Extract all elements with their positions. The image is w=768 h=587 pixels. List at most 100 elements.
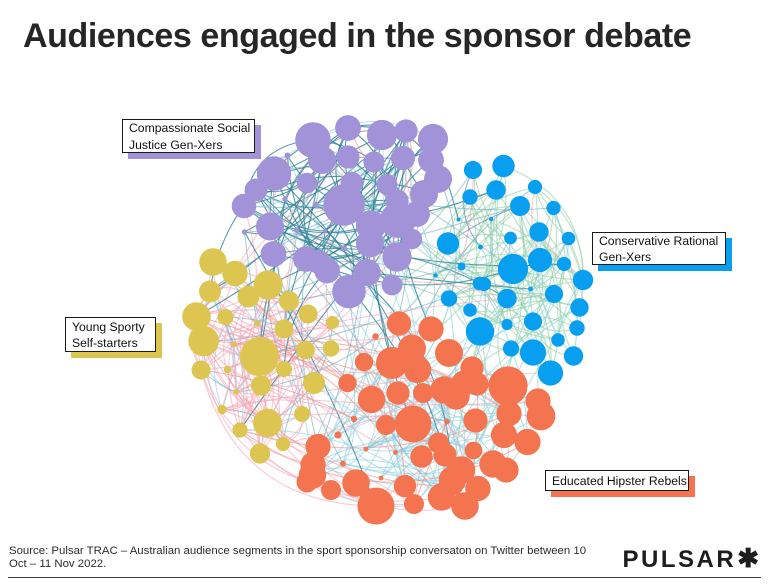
graph-node — [528, 286, 533, 292]
graph-node — [260, 241, 287, 267]
graph-node — [325, 315, 340, 330]
graph-node — [488, 366, 528, 406]
graph-edge — [458, 218, 532, 290]
graph-node — [256, 212, 284, 241]
graph-node — [222, 260, 248, 287]
graph-node — [572, 269, 594, 291]
graph-node — [294, 406, 310, 422]
cluster-label-line: Compassionate Social — [129, 121, 251, 135]
graph-node — [496, 400, 522, 427]
source-note: Source: Pulsar TRAC – Australian audienc… — [9, 545, 609, 571]
graph-nodes — [182, 115, 594, 525]
graph-node — [478, 244, 483, 250]
graph-node — [424, 165, 452, 193]
graph-node — [401, 228, 423, 250]
graph-node — [335, 115, 361, 141]
graph-node — [404, 494, 424, 514]
graph-node — [463, 160, 483, 180]
graph-node — [456, 217, 461, 222]
graph-edge — [296, 229, 565, 267]
graph-node — [350, 415, 358, 423]
graph-node — [393, 474, 417, 498]
graph-node — [253, 270, 283, 300]
graph-node — [510, 196, 530, 216]
graph-edge — [225, 316, 396, 453]
graph-node — [427, 483, 456, 511]
graph-node — [231, 341, 237, 348]
graph-node — [464, 441, 483, 460]
graph-node — [501, 318, 513, 331]
pulsar-logo-asterisk-icon: ✱ — [737, 543, 759, 573]
graph-node — [312, 201, 319, 208]
cluster-label-line: Conservative Rational — [599, 233, 719, 248]
graph-node — [523, 312, 543, 331]
graph-node — [394, 119, 418, 143]
graph-node — [563, 346, 584, 366]
graph-node — [275, 436, 291, 452]
graph-node — [417, 123, 449, 155]
cluster-label-line: Young Sporty — [72, 319, 145, 334]
graph-edge — [365, 421, 448, 452]
graph-edge — [317, 259, 541, 447]
graph-node — [251, 375, 271, 396]
graph-node — [296, 471, 318, 493]
graph-node — [376, 174, 398, 195]
cluster-label-line: Self-starters — [72, 336, 138, 350]
graph-node — [188, 325, 219, 357]
graph-node — [556, 256, 572, 272]
graph-node — [298, 304, 318, 324]
graph-edge — [469, 205, 521, 311]
graph-node — [231, 193, 257, 219]
graph-node — [404, 201, 430, 227]
graph-node — [436, 232, 460, 255]
cluster-label-line: Gen-Xers — [599, 250, 652, 264]
graph-node — [569, 320, 585, 336]
graph-edge — [443, 189, 497, 391]
graph-edge — [534, 186, 584, 308]
graph-node — [451, 492, 479, 520]
graph-node — [546, 200, 561, 216]
graph-edge — [225, 316, 465, 384]
graph-node — [390, 145, 416, 171]
graph-node — [382, 242, 412, 272]
graph-node — [376, 347, 408, 379]
graph-node — [433, 273, 438, 278]
graph-node — [232, 422, 248, 438]
graph-node — [199, 280, 221, 303]
graph-node — [537, 360, 564, 386]
graph-edge — [448, 169, 474, 299]
cluster-label-orange: Educated Hipster Rebels — [545, 470, 689, 491]
graph-node — [366, 119, 398, 151]
graph-node — [497, 288, 517, 309]
graph-edge — [489, 218, 508, 325]
source-line1: Source: Pulsar TRAC – Australian audienc… — [9, 545, 587, 557]
graph-node — [570, 298, 589, 317]
graph-edge — [233, 297, 508, 346]
graph-edge — [200, 369, 377, 507]
graph-edge — [559, 263, 574, 357]
graph-node — [465, 317, 495, 346]
graph-node — [340, 460, 346, 467]
graph-node — [444, 418, 450, 425]
graph-node — [199, 248, 227, 276]
graph-node — [394, 405, 432, 443]
graph-edge — [256, 310, 333, 324]
graph-node — [504, 231, 517, 245]
graph-node — [386, 381, 410, 405]
graph-node — [322, 340, 340, 357]
graph-node — [306, 250, 331, 274]
graph-node — [323, 184, 365, 226]
pulsar-logo: PULSAR✱ — [623, 543, 759, 574]
graph-node — [363, 446, 369, 452]
graph-node — [276, 361, 292, 377]
graph-node — [240, 337, 279, 376]
graph-node — [296, 340, 315, 360]
cluster-label-purple: Compassionate Social Justice Gen-Xers — [122, 119, 255, 153]
graph-node — [462, 189, 478, 205]
graph-node — [233, 389, 239, 395]
graph-node — [551, 333, 565, 347]
graph-node — [393, 450, 398, 455]
graph-node — [514, 428, 541, 456]
